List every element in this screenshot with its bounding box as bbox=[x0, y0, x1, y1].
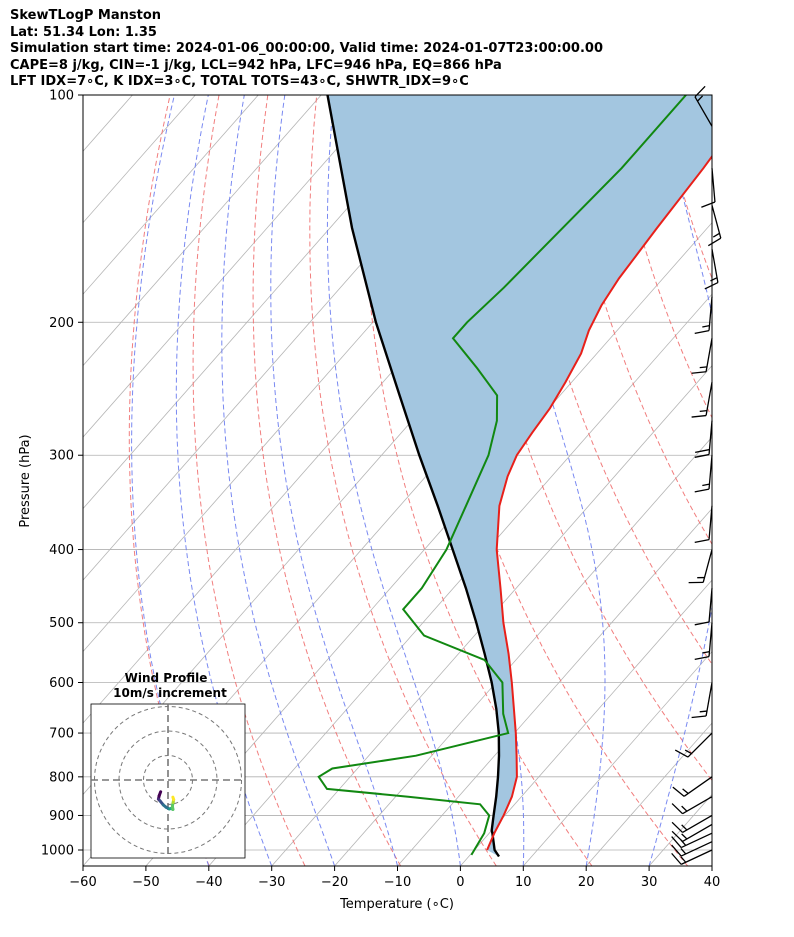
y-tick-label: 600 bbox=[49, 676, 74, 691]
time-line: Simulation start time: 2024-01-06_00:00:… bbox=[10, 41, 603, 56]
moist-adiabat bbox=[648, 95, 712, 866]
wind-barb bbox=[701, 168, 716, 208]
isotherm-line bbox=[334, 436, 712, 866]
moist-adiabat bbox=[326, 95, 461, 866]
wind-barb bbox=[688, 549, 713, 584]
wind-barb bbox=[691, 381, 713, 418]
parcel-profile-line bbox=[326, 95, 501, 858]
x-tick-label: 20 bbox=[578, 875, 595, 890]
dry-adiabat bbox=[511, 95, 712, 665]
x-tick-label: −50 bbox=[132, 875, 159, 890]
y-axis-label: Pressure (hPa) bbox=[18, 434, 33, 527]
isotherm-line bbox=[208, 293, 712, 866]
y-tick-label: 800 bbox=[49, 770, 74, 785]
moist-adiabat bbox=[221, 95, 336, 866]
wind-barb bbox=[694, 296, 713, 334]
x-tick-label: −30 bbox=[258, 875, 285, 890]
location-line: Lat: 51.34 Lon: 1.35 bbox=[10, 24, 157, 40]
isotherm-line bbox=[83, 95, 259, 295]
y-tick-label: 100 bbox=[49, 89, 74, 104]
moist-adiabat bbox=[711, 864, 712, 866]
x-tick-label: −60 bbox=[69, 875, 96, 890]
x-tick-label: 40 bbox=[704, 875, 721, 890]
moist-adiabat bbox=[175, 95, 273, 866]
y-axis-ticks: 1000 900 800 700 600 500 400 300 200 100 bbox=[41, 89, 83, 859]
wind-barb bbox=[691, 338, 713, 374]
wind-barb bbox=[671, 823, 713, 843]
x-tick-label: 10 bbox=[515, 875, 532, 890]
y-tick-label: 700 bbox=[49, 727, 74, 742]
moist-adiabat bbox=[498, 95, 606, 866]
wind-barb bbox=[671, 849, 713, 865]
cape-area bbox=[327, 95, 712, 857]
cape-shading bbox=[327, 95, 712, 857]
isotherm-line bbox=[83, 95, 385, 438]
temperature-profile-line bbox=[486, 154, 712, 851]
x-tick-label: −40 bbox=[195, 875, 222, 890]
y-tick-label: 1000 bbox=[41, 844, 74, 859]
chart-title: SkewTLogP Manston bbox=[10, 8, 162, 23]
x-tick-label: −10 bbox=[384, 875, 411, 890]
y-tick-label: 300 bbox=[49, 449, 74, 464]
wind-barb bbox=[671, 814, 713, 834]
x-tick-label: 30 bbox=[641, 875, 658, 890]
wind-barb bbox=[707, 205, 722, 247]
isotherm-line bbox=[711, 865, 712, 866]
wind-barb bbox=[704, 248, 719, 290]
y-tick-label: 200 bbox=[49, 316, 74, 331]
wind-barb bbox=[674, 732, 713, 758]
dry-adiabat bbox=[252, 95, 402, 866]
x-axis-label: Temperature (∘C) bbox=[339, 897, 454, 912]
hodograph-subtitle: 10m/s increment bbox=[113, 686, 227, 700]
dry-adiabat bbox=[192, 95, 306, 866]
wind-barb bbox=[694, 588, 713, 626]
isotherm-line bbox=[460, 579, 712, 866]
isotherm-line bbox=[585, 722, 712, 866]
dry-adiabat bbox=[757, 95, 794, 866]
isotherm-line bbox=[522, 650, 712, 866]
wind-barb bbox=[672, 776, 713, 797]
isotherm-line bbox=[83, 95, 448, 510]
dry-adiabat bbox=[362, 95, 593, 866]
hodograph-title: Wind Profile bbox=[125, 671, 208, 685]
pressure-grid bbox=[83, 95, 712, 851]
dry-adiabat bbox=[707, 95, 712, 114]
hodograph-inset: Wind Profile 10m/s increment bbox=[90, 671, 246, 859]
wind-barbs bbox=[671, 85, 722, 865]
isotherm-line bbox=[83, 95, 322, 367]
wind-barb bbox=[671, 841, 713, 857]
isotherm-line bbox=[271, 365, 712, 866]
dry-adiabat bbox=[560, 95, 712, 546]
moist-adiabat bbox=[270, 95, 398, 866]
y-tick-label: 500 bbox=[49, 616, 74, 631]
chart-header: SkewTLogP Manston Lat: 51.34 Lon: 1.35 S… bbox=[10, 8, 603, 91]
x-tick-label: 0 bbox=[456, 875, 464, 890]
isotherm-line bbox=[775, 95, 794, 866]
wind-barb bbox=[694, 622, 713, 660]
hodograph-segment bbox=[171, 795, 176, 802]
wind-barb bbox=[694, 420, 713, 458]
y-tick-label: 400 bbox=[49, 543, 74, 558]
profile-lines bbox=[317, 95, 712, 858]
x-axis-ticks: −60 −50 −40 −30 −20 −10 0 10 20 30 40 bbox=[69, 866, 720, 890]
dewpoint-profile-line bbox=[317, 95, 687, 856]
wind-barb bbox=[694, 85, 713, 127]
wind-barb bbox=[694, 505, 713, 544]
wind-barb bbox=[691, 682, 713, 719]
indices-line-1: CAPE=8 j/kg, CIN=-1 j/kg, LCL=942 hPa, L… bbox=[10, 57, 502, 73]
y-tick-label: 900 bbox=[49, 809, 74, 824]
wind-barb bbox=[694, 455, 713, 493]
dry-adiabat bbox=[658, 95, 712, 280]
indices-line-2: LFT IDX=7∘C, K IDX=3∘C, TOTAL TOTS=43∘C,… bbox=[10, 74, 469, 89]
x-tick-label: −20 bbox=[321, 875, 348, 890]
wind-barb bbox=[671, 796, 713, 815]
